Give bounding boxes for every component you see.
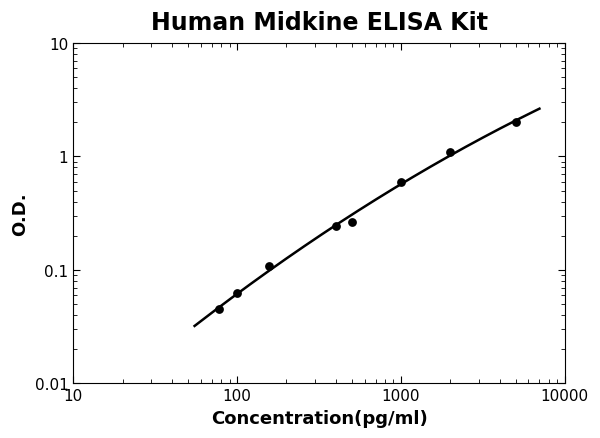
Point — [347, 219, 356, 226]
Point — [446, 149, 455, 156]
Point — [331, 223, 341, 230]
Point — [396, 179, 406, 186]
Point — [264, 263, 274, 270]
X-axis label: Concentration(pg/ml): Concentration(pg/ml) — [211, 409, 427, 427]
Point — [511, 120, 520, 127]
Title: Human Midkine ELISA Kit: Human Midkine ELISA Kit — [151, 11, 488, 35]
Point — [215, 306, 224, 313]
Y-axis label: O.D.: O.D. — [11, 192, 29, 236]
Point — [232, 290, 242, 297]
